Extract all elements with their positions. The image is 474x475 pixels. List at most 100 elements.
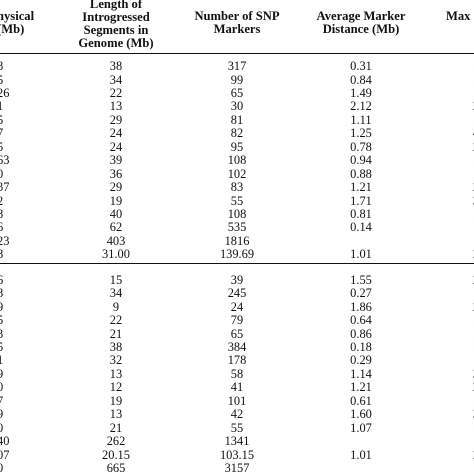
table-cell: 29: [109, 112, 123, 127]
table-cell: 38: [109, 340, 123, 354]
table-cell: 1816: [224, 233, 250, 248]
table-cell: 26: [0, 85, 10, 100]
table-cell: 31.00: [102, 247, 130, 262]
table-cell: 262: [106, 434, 126, 449]
table-cell: 24: [109, 139, 123, 154]
table-cell: 9: [0, 299, 4, 314]
section-divider: [0, 262, 474, 265]
table-cell: 34: [109, 286, 123, 301]
table-cell: 1: [473, 113, 474, 126]
header-average-marker-distance: Average Marker Distance (Mb): [316, 9, 406, 36]
table-cell: 81: [230, 112, 244, 127]
table-cell: 3: [0, 326, 4, 341]
table-cell: 9: [0, 407, 4, 422]
table-cell: 39: [230, 272, 244, 287]
table-cell: 245: [227, 286, 247, 301]
table-cell: 39: [109, 153, 123, 168]
table-cell: 0.64: [350, 313, 372, 328]
table-cell: 384: [227, 340, 247, 354]
table-cell: 2: [473, 100, 474, 113]
table-cell: 38: [109, 59, 123, 73]
table-cell: 2: [473, 381, 474, 394]
table-cell: 82: [230, 126, 244, 141]
table-cell: 3: [473, 194, 474, 207]
table-cell: 79: [230, 313, 244, 328]
table-cell: 7: [0, 393, 4, 408]
table-cell: 0.29: [350, 353, 372, 368]
table-cell: 13: [109, 366, 123, 381]
table-cell: 5: [0, 340, 4, 354]
table-cell: 102: [227, 166, 247, 181]
table-cell: 9: [112, 299, 120, 314]
table-cell: 1: [473, 394, 474, 407]
table-cell: 1341: [224, 434, 250, 449]
table-cell: 2: [473, 181, 474, 194]
header-physical-length: hysical (Mb): [0, 9, 35, 36]
table-cell: 22: [109, 313, 123, 328]
table-cell: 1: [473, 341, 474, 354]
table-cell: 58: [230, 366, 244, 381]
table-cell: 13: [109, 407, 123, 422]
table-cell: 1.01: [350, 447, 372, 462]
table-cell: 55: [230, 193, 244, 208]
table-cell: 8: [0, 286, 4, 301]
table-cell: 95: [230, 139, 244, 154]
table-cell: 41: [230, 380, 244, 395]
table-cell: 62: [109, 220, 123, 235]
table-cell: 0: [0, 380, 4, 395]
table-cell: 1.25: [350, 126, 372, 141]
table-cell: 0.27: [350, 286, 372, 301]
table-cell: 3: [473, 367, 474, 380]
table-cell: 0.31: [350, 59, 372, 73]
table-cell: 2.12: [350, 99, 372, 114]
table-cell: 0.61: [350, 393, 372, 408]
table-cell: 0.18: [350, 340, 372, 354]
table-cell: 535: [227, 220, 247, 235]
table-cell: 108: [227, 153, 247, 168]
table-cell: 5: [0, 112, 4, 127]
table-cell: 1.07: [350, 420, 372, 435]
table-cell: 2: [0, 193, 4, 208]
table-cell: 8: [0, 59, 4, 73]
table-cell: 19: [109, 393, 123, 408]
table-cell: 30: [230, 99, 244, 114]
table-cell: 42: [230, 407, 244, 422]
table-cell: 178: [227, 353, 247, 368]
table-cell: 1: [473, 327, 474, 340]
table-cell: 36: [109, 166, 123, 181]
table-cell: 403: [106, 233, 126, 248]
table-cell: 3: [473, 408, 474, 421]
table-cell: 1: [473, 60, 474, 73]
table-cell: 29: [109, 180, 123, 194]
table-cell: 1.60: [350, 407, 372, 422]
table-cell: 83: [230, 180, 244, 194]
table-cell: 0.84: [350, 72, 372, 87]
table-cell: 101: [227, 393, 247, 408]
table-cell: 24: [109, 126, 123, 141]
table-cell: 1.01: [350, 247, 372, 262]
table-cell: 07: [0, 447, 10, 462]
table-cell: 1: [473, 86, 474, 99]
table-cell: 0: [0, 420, 4, 435]
header-max: Max: [446, 9, 471, 23]
table-cell: 108: [227, 206, 247, 221]
table-cell: 20.15: [102, 447, 130, 462]
table-cell: 1: [473, 73, 474, 86]
table-cell: 0.94: [350, 153, 372, 168]
table-cell: 65: [230, 326, 244, 341]
table-cell: 4: [473, 127, 474, 140]
table-cell: 2: [473, 140, 474, 153]
table-cell: 0.88: [350, 166, 372, 181]
table-cell: 0.86: [350, 326, 372, 341]
header-snp-markers: Number of SNP Markers: [194, 9, 280, 36]
table-cell: 103.15: [219, 447, 255, 462]
table-cell: 139.69: [219, 247, 255, 262]
table-cell: 1: [473, 154, 474, 167]
table-cell: 1.49: [350, 85, 372, 100]
table-cell: 1: [473, 167, 474, 180]
table-cell: 2: [473, 448, 474, 461]
table-cell: 8: [0, 247, 4, 262]
table-cell: 5: [0, 313, 4, 328]
table-cell: 55: [230, 420, 244, 435]
